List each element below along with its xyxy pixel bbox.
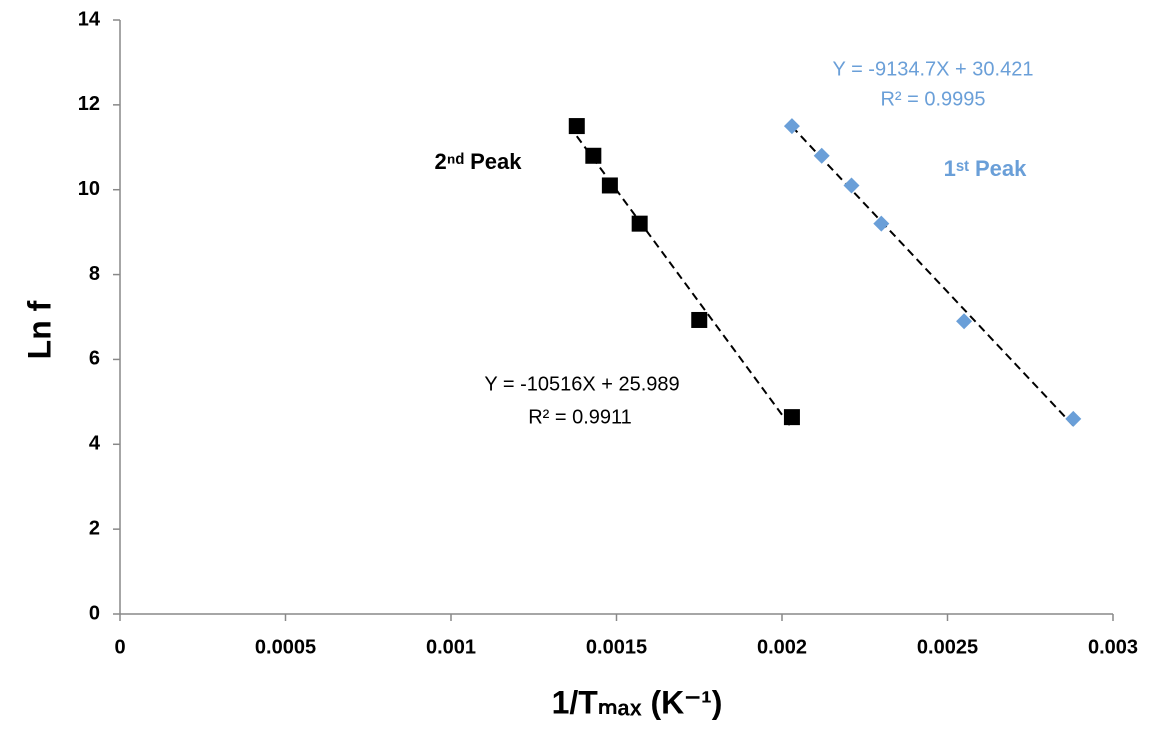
y-tick-label: 10 — [78, 178, 100, 200]
annotation: R² = 0.9911 — [528, 406, 632, 428]
y-axis-title: Ln f — [21, 300, 57, 359]
point — [585, 147, 602, 164]
point — [783, 409, 800, 426]
y-tick-label: 4 — [89, 433, 101, 455]
series-label: 2ⁿᵈ Peak — [434, 149, 522, 174]
x-tick-label: 0.0015 — [586, 636, 647, 658]
y-tick-label: 8 — [89, 263, 100, 285]
point — [568, 118, 585, 135]
y-tick-label: 0 — [89, 602, 100, 624]
x-tick-label: 0.0005 — [255, 636, 316, 658]
y-tick-label: 12 — [78, 93, 100, 115]
x-axis-title: 1/Tₘₐₓ (K⁻¹) — [552, 684, 723, 720]
x-tick-label: 0.0025 — [917, 636, 978, 658]
point — [691, 311, 708, 328]
annotation: Y = -10516X + 25.989 — [484, 373, 679, 395]
point — [601, 177, 618, 194]
point — [1065, 410, 1082, 427]
trendline — [791, 125, 1075, 427]
y-tick-label: 2 — [89, 517, 100, 539]
y-tick-label: 6 — [89, 348, 100, 370]
x-tick-label: 0 — [114, 636, 125, 658]
point — [813, 147, 830, 164]
y-tick-label: 14 — [78, 8, 101, 30]
point — [956, 313, 973, 330]
point — [631, 215, 648, 232]
trendline — [575, 135, 793, 429]
annotation: R² = 0.9995 — [880, 88, 985, 110]
x-tick-label: 0.002 — [757, 636, 807, 658]
point — [783, 118, 800, 135]
annotation: Y = -9134.7X + 30.421 — [833, 58, 1034, 80]
series-label: 1ˢᵗ Peak — [944, 156, 1028, 181]
point — [873, 215, 890, 232]
point — [843, 177, 860, 194]
x-tick-label: 0.001 — [426, 636, 476, 658]
x-tick-label: 0.003 — [1088, 636, 1138, 658]
